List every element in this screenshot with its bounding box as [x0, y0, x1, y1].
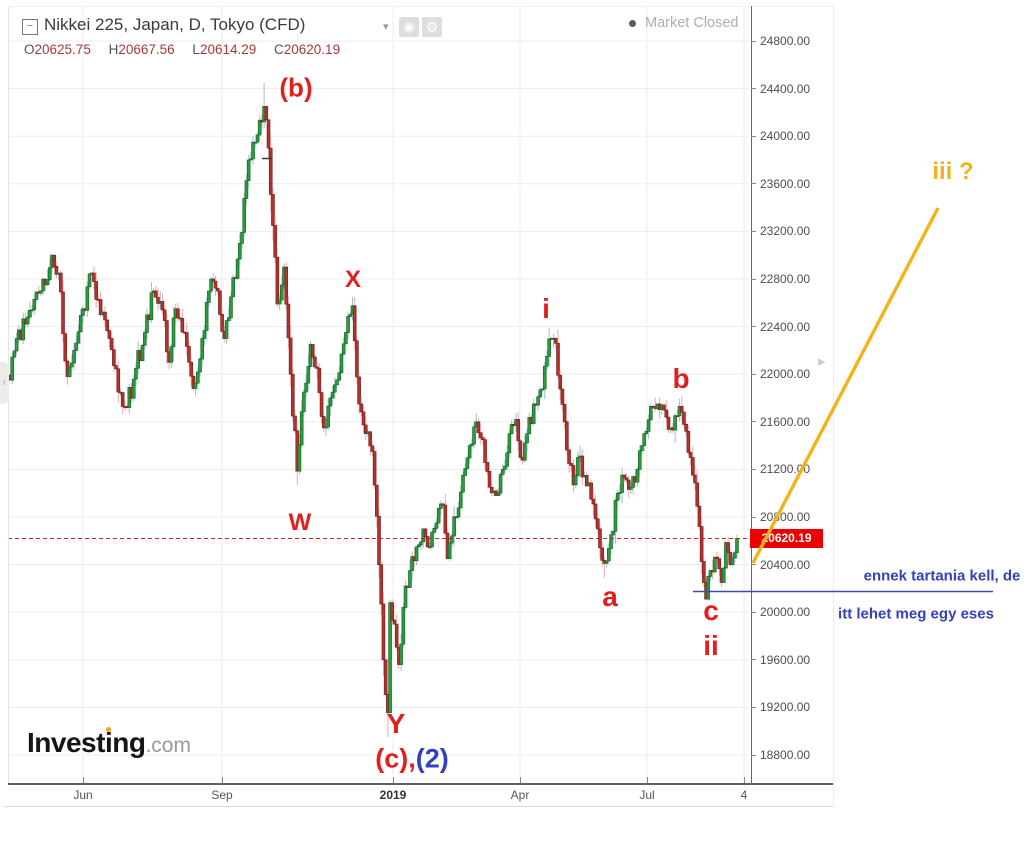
- price-tick: [751, 278, 756, 280]
- gear-icon[interactable]: ⚙: [422, 17, 442, 37]
- price-tick-label: 23600.00: [760, 176, 811, 191]
- price-tick-label: 20000.00: [760, 605, 811, 620]
- open-value: 20625.75: [34, 42, 91, 57]
- collapse-icon[interactable]: −: [22, 19, 38, 35]
- price-axis-line: [751, 6, 752, 783]
- ohlc-readout: O20625.75 H20667.56 L20614.29 C20620.19: [24, 42, 340, 57]
- annotation-wave-y[interactable]: Y: [386, 708, 406, 739]
- price-tick: [751, 611, 756, 613]
- annotation-wave-i[interactable]: i: [542, 293, 550, 324]
- price-tick: [751, 373, 756, 375]
- annotation-note-hold[interactable]: ennek tartania kell, de: [863, 567, 1021, 585]
- plot-top-border: [8, 6, 833, 7]
- chevron-down-icon[interactable]: ▾: [383, 21, 389, 33]
- open-label: O: [24, 42, 35, 57]
- price-tick-label: 20800.00: [760, 510, 811, 524]
- close-value: 20620.19: [283, 42, 341, 57]
- time-axis-line: [8, 783, 833, 785]
- price-tick: [751, 421, 756, 423]
- price-tick: [751, 468, 756, 470]
- time-tick-label: 4: [740, 788, 748, 802]
- price-tick: [751, 40, 756, 42]
- price-tick: [751, 326, 756, 328]
- panel-toggle-tab[interactable]: ‹: [0, 362, 9, 404]
- scroll-right-icon[interactable]: ▸: [818, 353, 826, 370]
- price-tick-label: 21600.00: [760, 414, 811, 429]
- price-tick-label: 22400.00: [760, 319, 811, 334]
- time-tick-label: Jul: [639, 788, 655, 802]
- time-tick: [520, 777, 521, 783]
- annotation-note-drop[interactable]: itt lehet meg egy eses: [838, 605, 994, 623]
- annotation-wave-w[interactable]: W: [288, 509, 312, 536]
- low-label: L: [192, 42, 200, 57]
- annotation-wave-iii[interactable]: iii ?: [932, 158, 974, 185]
- annotation-wave-x[interactable]: X: [344, 266, 362, 293]
- high-label: H: [108, 42, 119, 57]
- price-tick-label: 24000.00: [760, 129, 811, 144]
- time-tick: [83, 777, 84, 783]
- status-dot-icon: [629, 19, 636, 27]
- annotation-wave-ii[interactable]: ii: [703, 630, 719, 661]
- high-value: 20667.56: [118, 42, 175, 57]
- price-tick: [751, 564, 756, 566]
- price-tick: [751, 754, 756, 756]
- time-tick-label: Jun: [73, 788, 93, 802]
- grid: [8, 6, 750, 783]
- close-label: C: [274, 42, 284, 57]
- chart-title[interactable]: Nikkei 225, Japan, D, Tokyo (CFD): [44, 15, 306, 34]
- price-tick-label: 19600.00: [760, 652, 811, 667]
- annotation-wave-b-minor[interactable]: b: [672, 363, 690, 394]
- price-tick-label: 23200.00: [760, 224, 811, 239]
- time-tick: [647, 777, 648, 783]
- widget-bottom-border: [3, 806, 834, 807]
- current-price-tag: 20620.19: [750, 529, 823, 548]
- eye-icon[interactable]: ◉: [399, 17, 419, 37]
- price-tick-label: 18800.00: [760, 748, 811, 762]
- time-tick: [222, 777, 223, 783]
- chart-header: − Nikkei 225, Japan, D, Tokyo (CFD) ▾ ◉ …: [0, 0, 760, 64]
- price-tick-label: 22800.00: [760, 272, 811, 286]
- price-tick: [751, 230, 756, 232]
- time-tick-label: Sep: [211, 788, 233, 802]
- annotation-wave-a[interactable]: a: [602, 581, 618, 612]
- annotation-wave-c2[interactable]: (c),(2): [375, 743, 449, 774]
- annotation-wave-b-major[interactable]: (b): [279, 72, 313, 103]
- price-tick-label: 24800.00: [760, 34, 811, 48]
- candles[interactable]: [8, 82, 739, 738]
- investing-logo: Investi ng.com: [27, 727, 191, 758]
- price-tick-label: 22000.00: [760, 367, 811, 382]
- widget-right-border: [833, 6, 834, 807]
- price-tick-label: 24400.00: [760, 81, 811, 96]
- price-tick-label: 21200.00: [760, 462, 811, 477]
- price-tick-label: 20400.00: [760, 557, 811, 572]
- price-tick: [751, 183, 756, 185]
- price-tick-label: 19200.00: [760, 700, 811, 715]
- time-tick: [744, 777, 745, 783]
- price-tick: [751, 706, 756, 708]
- price-tick: [751, 659, 756, 661]
- price-tick: [751, 135, 756, 137]
- price-tick: [751, 88, 756, 90]
- price-tick: [751, 516, 756, 518]
- time-tick: [393, 777, 394, 783]
- time-tick-label: Apr: [510, 788, 530, 802]
- low-value: 20614.29: [199, 42, 257, 57]
- logo-orange-dot: [105, 727, 111, 732]
- annotation-wave-c-minor[interactable]: c: [703, 595, 719, 626]
- market-status: Market Closed: [629, 15, 738, 31]
- time-tick-label: 2019: [379, 788, 407, 802]
